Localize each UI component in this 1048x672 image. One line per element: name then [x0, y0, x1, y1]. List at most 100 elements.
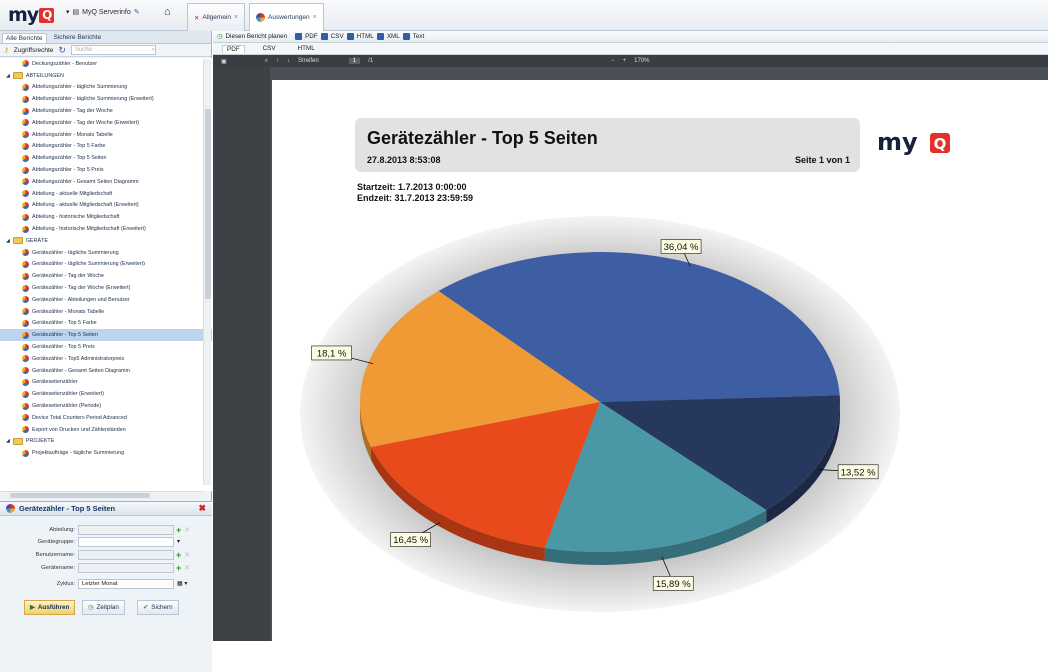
- tree-item[interactable]: Device Total Counters Period Advanced: [0, 412, 212, 424]
- tree-item-label: Deckungszähler - Benutzer: [32, 60, 98, 67]
- tree-item[interactable]: Deckungszähler - Benutzer: [0, 58, 212, 70]
- report-icon: [22, 272, 29, 280]
- chevron-down-icon[interactable]: ▾: [177, 539, 181, 545]
- pie-slice: [371, 402, 600, 548]
- tree-item[interactable]: Abteilung - aktuelle Mitgliedschaft: [0, 188, 212, 200]
- tree-item[interactable]: Export von Drucken und Zählerständen: [0, 424, 212, 436]
- device-name-field[interactable]: [78, 562, 174, 573]
- previous-page-icon[interactable]: ↑: [276, 58, 280, 64]
- save-icon: [320, 33, 328, 40]
- tree-item[interactable]: Abteilungszähler - Tag der Woche: [0, 105, 212, 117]
- tree-item[interactable]: Abteilung - historische Mitgliedschaft: [0, 211, 212, 223]
- app-menu[interactable]: ▾ ▤ MyQ Serverinfo ✎: [66, 8, 140, 17]
- expand-arrow-icon[interactable]: ◢: [6, 237, 10, 244]
- save-button[interactable]: ✔ Sichern: [137, 600, 179, 615]
- search-icon[interactable]: ⌕: [264, 57, 269, 64]
- tab-auswertungen[interactable]: Auswertungen ×: [249, 3, 324, 31]
- tree-item[interactable]: Abteilungszähler - Top 5 Seiten: [0, 152, 212, 164]
- tab-secure-reports[interactable]: Sichere Berichte: [53, 34, 102, 41]
- tree-item[interactable]: Abteilungszähler - Tag der Woche (Erweit…: [0, 117, 212, 129]
- remove-icon[interactable]: ✕: [184, 564, 191, 572]
- export-html-button[interactable]: HTML: [356, 33, 374, 40]
- zoom-select[interactable]: 170%: [634, 58, 650, 64]
- schedule-report-button[interactable]: Diesen Bericht planen: [225, 33, 288, 40]
- report-svg: Gerätezähler - Top 5 Seiten 27.8.2013 8:…: [300, 118, 950, 612]
- tree-item[interactable]: Gerätezähler - Top 5 Preis: [0, 341, 212, 353]
- tree-item[interactable]: Projektaufträge - tägliche Summierung: [0, 447, 212, 459]
- next-page-icon[interactable]: ↓: [287, 58, 291, 64]
- add-icon[interactable]: +: [176, 524, 182, 535]
- tree-item[interactable]: Gerätezähler - Tag der Woche: [0, 270, 212, 282]
- schedule-button[interactable]: ◷ Zeitplan: [82, 600, 125, 615]
- tree-item[interactable]: Gerätezähler - Top 5 Seiten: [0, 329, 212, 342]
- department-field[interactable]: [78, 524, 174, 535]
- tree-folder[interactable]: ◢ PROJEKTE: [0, 436, 212, 448]
- tree-item[interactable]: Geräteseitenzähler (Periode): [0, 400, 212, 412]
- tree-item[interactable]: Abteilungszähler - Monats Tabelle: [0, 129, 212, 141]
- tree-item[interactable]: Gerätezähler - tägliche Summierung: [0, 247, 212, 259]
- refresh-icon[interactable]: ↻: [58, 44, 66, 55]
- access-rights-button[interactable]: Zugriffsrechte: [13, 46, 54, 54]
- expand-arrow-icon[interactable]: ◢: [6, 438, 10, 445]
- close-icon[interactable]: ×: [234, 14, 239, 21]
- tree-scrollbar[interactable]: [203, 59, 211, 485]
- tree-item[interactable]: Geräteseitenzähler: [0, 377, 212, 389]
- remove-icon[interactable]: ✕: [184, 526, 191, 534]
- cycle-select[interactable]: Letzter Monat: [78, 578, 174, 589]
- export-csv-button[interactable]: CSV: [330, 33, 344, 40]
- calendar-icon[interactable]: ▦ ▾: [177, 581, 188, 587]
- tab-html[interactable]: HTML: [297, 45, 315, 52]
- zoom-in-icon[interactable]: +: [622, 58, 627, 64]
- page-number-input[interactable]: 1: [348, 58, 361, 64]
- tree-item[interactable]: Abteilung - historische Mitgliedschaft (…: [0, 223, 212, 235]
- tree-item[interactable]: Abteilungszähler - tägliche Summierung: [0, 82, 212, 94]
- tree-item[interactable]: Geräteseitenzähler (Erweitert): [0, 388, 212, 400]
- schedule-icon: ◷: [217, 33, 223, 40]
- report-icon: [22, 213, 29, 221]
- report-icon: [22, 355, 29, 363]
- tab-all-reports[interactable]: Alle Berichte: [2, 33, 47, 43]
- close-icon[interactable]: ×: [312, 14, 317, 21]
- tab-allgemein[interactable]: ✕ Allgemein ×: [187, 3, 246, 31]
- expand-arrow-icon[interactable]: ◢: [6, 72, 10, 79]
- username-field[interactable]: [78, 549, 174, 560]
- tree-item[interactable]: Abteilungszähler - Gesamt Seiten Diagram…: [0, 176, 212, 188]
- tree-item[interactable]: Abteilungszähler - Top 5 Farbe: [0, 141, 212, 153]
- tree-item[interactable]: Gerätezähler - tägliche Summierung (Erwe…: [0, 259, 212, 271]
- tree-item[interactable]: Abteilungszähler - tägliche Summierung (…: [0, 93, 212, 105]
- zoom-out-icon[interactable]: −: [611, 58, 615, 64]
- report-icon: [22, 178, 29, 186]
- search-input[interactable]: Suche ⌕: [70, 45, 156, 55]
- tree-item[interactable]: Gerätezähler - Monats Tabelle: [0, 306, 212, 318]
- report-title: Gerätezähler - Top 5 Seiten: [367, 128, 598, 148]
- remove-icon[interactable]: ✕: [184, 551, 191, 559]
- tree-folder[interactable]: ◢ GERÄTE: [0, 235, 212, 247]
- tree-item[interactable]: Gerätezähler - Gesamt Seiten Diagramm: [0, 365, 212, 377]
- device-group-select[interactable]: [78, 536, 174, 547]
- tree-folder[interactable]: ◢ ABTEILUNGEN: [0, 70, 212, 82]
- sidebar-toggle-icon[interactable]: ▣: [221, 58, 227, 65]
- data-label-box: [837, 464, 879, 480]
- tree-item[interactable]: Abteilungszähler - Top 5 Preis: [0, 164, 212, 176]
- report-icon: [22, 201, 29, 209]
- tree-item[interactable]: Gerätezähler - Abteilungen und Benutzer: [0, 294, 212, 306]
- export-xml-button[interactable]: XML: [386, 33, 400, 40]
- run-button[interactable]: ▶ Ausführen: [24, 600, 76, 615]
- close-icon[interactable]: ✖: [198, 503, 206, 513]
- home-icon[interactable]: ⌂: [164, 6, 171, 18]
- tree-item[interactable]: Gerätezähler - Top 5 Farbe: [0, 318, 212, 330]
- tree-item[interactable]: Abteilung - aktuelle Mitgliedschaft (Erw…: [0, 200, 212, 212]
- export-text-button[interactable]: Text: [412, 33, 425, 40]
- tree-item[interactable]: Gerätezähler - Tag der Woche (Erweitert): [0, 282, 212, 294]
- tab-csv[interactable]: CSV: [262, 45, 276, 52]
- add-icon[interactable]: +: [176, 549, 182, 560]
- report-icon: [22, 296, 29, 304]
- tree-hscrollbar[interactable]: [0, 491, 203, 499]
- scrollbar-thumb[interactable]: [205, 109, 211, 299]
- tree-item[interactable]: Gerätezähler - Top5 Administratorpreis: [0, 353, 212, 365]
- add-icon[interactable]: +: [176, 562, 182, 573]
- export-pdf-button[interactable]: PDF: [305, 33, 318, 40]
- tab-pdf[interactable]: PDF: [222, 44, 245, 53]
- scrollbar-thumb[interactable]: [10, 493, 150, 498]
- tree-item-label: Gerätezähler - Top 5 Preis: [32, 344, 95, 351]
